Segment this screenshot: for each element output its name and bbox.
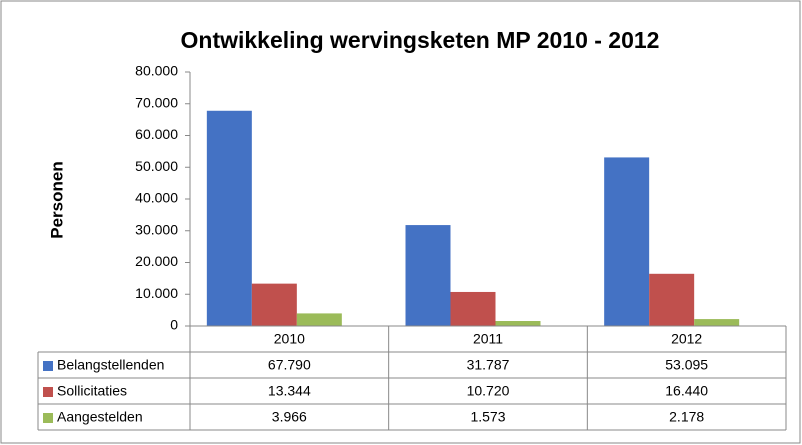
x-tick-label: 2011: [473, 331, 503, 347]
bar: [296, 313, 342, 326]
legend-label: Aangestelden: [57, 409, 143, 425]
table-value: 13.344: [268, 383, 311, 399]
chart-title: Ontwikkeling wervingsketen MP 2010 - 201…: [181, 27, 660, 53]
y-axis-label: Personen: [47, 161, 66, 238]
bar: [450, 291, 496, 326]
table-value: 1.573: [470, 409, 505, 425]
y-tick-label: 50.000: [135, 158, 178, 174]
table-value: 10.720: [467, 383, 510, 399]
legend-swatch: [43, 413, 53, 423]
bar: [604, 157, 650, 326]
x-tick-label: 2010: [274, 331, 305, 347]
bar: [405, 225, 451, 326]
table-value: 3.966: [272, 409, 307, 425]
y-tick-label: 0: [170, 317, 178, 333]
y-tick-label: 80.000: [135, 63, 178, 79]
legend-swatch: [43, 361, 53, 371]
legend-label: Belangstellenden: [57, 357, 164, 373]
table-value: 31.787: [467, 357, 510, 373]
table-value: 67.790: [268, 357, 311, 373]
y-tick-label: 20.000: [135, 253, 178, 269]
legend-swatch: [43, 387, 53, 397]
legend-label: Sollicitaties: [57, 383, 127, 399]
y-tick-label: 70.000: [135, 94, 178, 110]
bar: [251, 283, 297, 326]
table-value: 16.440: [665, 383, 708, 399]
y-tick-label: 30.000: [135, 221, 178, 237]
bar: [649, 273, 695, 326]
x-tick-label: 2012: [671, 331, 702, 347]
y-tick-label: 40.000: [135, 190, 178, 206]
y-tick-label: 60.000: [135, 126, 178, 142]
bar: [206, 110, 252, 326]
table-value: 2.178: [669, 409, 704, 425]
table-value: 53.095: [665, 357, 708, 373]
y-tick-label: 10.000: [135, 285, 178, 301]
bar: [495, 321, 541, 326]
bar: [694, 319, 740, 326]
